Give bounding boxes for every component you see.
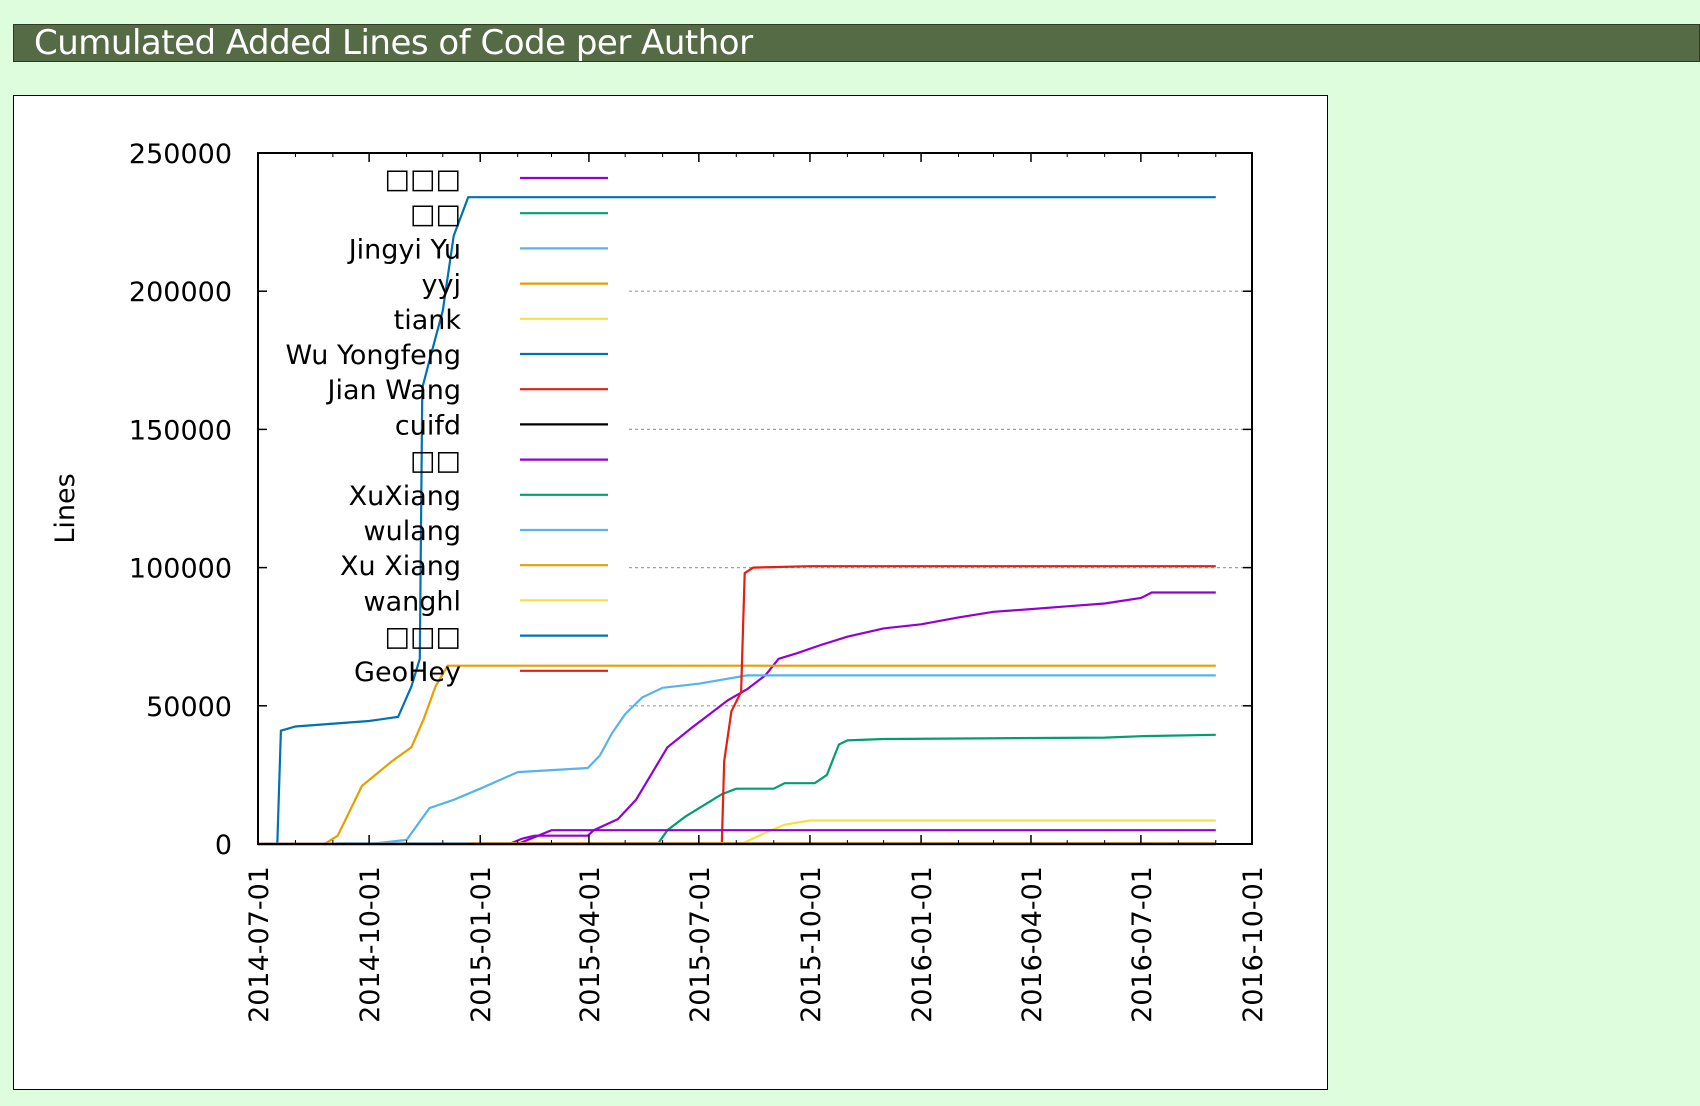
- section-header: Cumulated Added Lines of Code per Author: [13, 24, 1700, 62]
- x-tick-label: 2016-04-01: [1017, 866, 1048, 1023]
- legend-label: yyj: [422, 270, 461, 301]
- legend-label: □□□: [384, 164, 461, 195]
- x-tick-label: 2014-07-01: [244, 866, 275, 1023]
- legend-label: tiank: [394, 305, 462, 336]
- legend-label: wulang: [364, 516, 462, 547]
- y-tick-label: 100000: [129, 554, 232, 585]
- series-line-5: [258, 196, 1216, 846]
- axis-ticks: [257, 152, 1253, 845]
- x-tick-label: 2016-01-01: [907, 866, 938, 1023]
- y-axis-label: Lines: [50, 473, 81, 543]
- x-tick-label: 2015-04-01: [575, 866, 606, 1023]
- chart-container: 0 50000 100000 150000 200000 250000 2014-07-0…: [13, 95, 1328, 1090]
- x-tick-label: 2016-07-01: [1127, 866, 1158, 1023]
- x-tick-label: 2015-07-01: [685, 866, 716, 1023]
- series-line-1: [258, 733, 1216, 846]
- chart-svg: 0 50000 100000 150000 200000 250000 2014-07-0…: [50, 139, 1269, 1023]
- y-tick-label: 250000: [129, 139, 232, 170]
- legend-label: Xu Xiang: [340, 551, 461, 582]
- legend-label: wanghl: [364, 586, 462, 617]
- legend-label: XuXiang: [349, 481, 461, 512]
- legend-label: cuifd: [395, 410, 461, 441]
- x-tick-label: 2015-01-01: [466, 866, 497, 1023]
- grid: [629, 290, 1252, 707]
- legend-label: Jingyi Yu: [347, 234, 461, 265]
- x-tick-labels: 2014-07-01 2014-10-01 2015-01-01 2015-04-01…: [244, 866, 1269, 1023]
- series-line-3: [258, 664, 1216, 846]
- x-tick-label: 2016-10-01: [1238, 866, 1269, 1023]
- plot-frame: [257, 152, 1253, 845]
- legend-label: □□: [410, 446, 461, 477]
- y-tick-label: 50000: [146, 692, 232, 723]
- legend-label: GeoHey: [354, 657, 461, 688]
- legend-label: Jian Wang: [326, 375, 461, 406]
- series-line-8: [258, 829, 1216, 846]
- series-line-6: [258, 565, 1216, 846]
- legend-label: □□□: [384, 622, 461, 653]
- x-tick-label: 2014-10-01: [355, 866, 386, 1023]
- series-line-2: [258, 674, 1216, 846]
- y-tick-label: 200000: [129, 277, 232, 308]
- y-tick-labels: 0 50000 100000 150000 200000 250000: [129, 139, 232, 861]
- y-tick-label: 0: [215, 830, 232, 861]
- x-tick-label: 2015-10-01: [796, 866, 827, 1023]
- legend-label: □□: [410, 199, 461, 230]
- y-tick-label: 150000: [129, 415, 232, 446]
- legend-label: Wu Yongfeng: [286, 340, 461, 371]
- section-title: Cumulated Added Lines of Code per Author: [34, 23, 753, 63]
